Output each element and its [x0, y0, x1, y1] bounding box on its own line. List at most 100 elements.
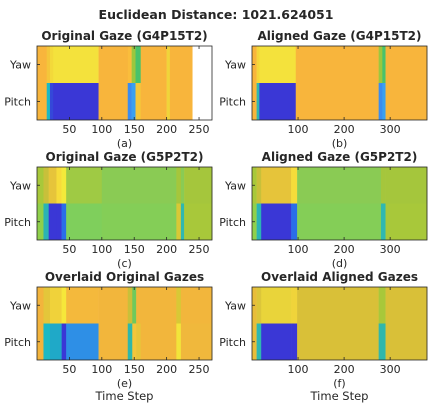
x-tick-label: 100: [288, 123, 309, 136]
axes-frame: [36, 166, 213, 241]
panel-caption: (f): [333, 377, 345, 390]
heatmap-cell-pitch: [127, 83, 132, 120]
heatmap-panel: Original Gaze (G5P2T2) Yaw Pitch 50 100 150 20…: [4, 150, 213, 270]
heatmap-cell-pitch: [192, 83, 213, 120]
heatmap-cell-yaw: [37, 167, 44, 204]
x-tick-label: 200: [156, 123, 177, 136]
x-tick-label: 150: [124, 123, 145, 136]
axes-frame: [251, 286, 428, 361]
x-tick-label: 100: [91, 363, 112, 376]
heatmap-cell-yaw: [66, 287, 99, 324]
heatmap-cell-pitch: [127, 323, 133, 360]
heatmap-cell-pitch: [61, 203, 67, 240]
panel-caption: (e): [117, 377, 132, 390]
axes-frame: [36, 286, 213, 361]
heatmap-panel: Overlaid Original Gazes Yaw Pitch 50 100 150 2…: [4, 270, 213, 403]
x-axis-label: Time Step: [310, 389, 369, 403]
heatmap-cell-yaw: [46, 46, 51, 83]
heatmap-cell-yaw: [61, 287, 67, 324]
heatmap-cell-pitch: [291, 323, 298, 360]
y-tick-label: Yaw: [224, 179, 246, 192]
heatmap-cell-yaw: [37, 46, 48, 83]
heatmap-cell-yaw: [140, 287, 177, 324]
heatmap-cell-yaw: [385, 167, 428, 204]
heatmap-cell-pitch: [380, 203, 386, 240]
heatmap-cell-yaw: [61, 167, 67, 204]
heatmap-cell-yaw: [184, 167, 213, 204]
figure-title: Euclidean Distance: 1021.624051: [99, 7, 334, 22]
heatmap-cell-yaw: [256, 287, 262, 324]
heatmap-cell-pitch: [256, 83, 260, 120]
heatmap-cell-pitch: [101, 203, 177, 240]
panel-title: Aligned Gaze (G5P2T2): [262, 150, 418, 164]
x-tick-label: 300: [380, 243, 401, 256]
heatmap-cell-pitch: [180, 203, 185, 240]
heatmap-cell-yaw: [43, 167, 49, 204]
heatmap-cell-pitch: [169, 83, 193, 120]
heatmap-cell-yaw: [48, 167, 57, 204]
heatmap-panel: Aligned Gaze (G5P2T2) Yaw Pitch 100 200 300 (d…: [219, 150, 428, 270]
y-tick-label: Yaw: [224, 299, 246, 312]
panel-title: Aligned Gaze (G4P15T2): [258, 29, 422, 43]
heatmap-cell-yaw: [382, 46, 386, 83]
heatmap-cell-pitch: [166, 83, 171, 120]
heatmap-cell-yaw: [136, 287, 142, 324]
heatmap-cell-pitch: [66, 323, 99, 360]
heatmap-cell-yaw: [295, 46, 379, 83]
x-tick-label: 300: [380, 123, 401, 136]
heatmap-cell-pitch: [49, 323, 62, 360]
heatmap-cell-yaw: [101, 167, 177, 204]
heatmap-cell-yaw: [49, 287, 62, 324]
y-tick-label: Yaw: [9, 299, 31, 312]
heatmap-cell-pitch: [259, 83, 297, 120]
heatmap-cell-pitch: [256, 203, 262, 240]
x-tick-label: 200: [334, 243, 355, 256]
heatmap-cell-yaw: [259, 46, 297, 83]
heatmap-cell-yaw: [180, 167, 185, 204]
x-tick-label: 150: [124, 243, 145, 256]
panel-caption: (d): [332, 257, 348, 270]
heatmap-cell-yaw: [98, 287, 129, 324]
heatmap-cell-pitch: [61, 323, 67, 360]
heatmap-cell-pitch: [98, 83, 129, 120]
heatmap-cell-pitch: [53, 83, 99, 120]
x-tick-label: 100: [288, 363, 309, 376]
panel-title: Overlaid Original Gazes: [45, 270, 204, 284]
heatmap-cell-pitch: [56, 203, 62, 240]
heatmap-cell-yaw: [261, 287, 292, 324]
heatmap-panel: Overlaid Aligned Gazes Yaw Pitch 100 200 300 (…: [219, 270, 428, 403]
x-tick-label: 50: [62, 363, 76, 376]
axes-frame: [251, 45, 428, 121]
heatmap-cell-yaw: [256, 167, 262, 204]
heatmap-cell-pitch: [385, 203, 428, 240]
heatmap-cell-yaw: [192, 46, 213, 83]
heatmap-cell-pitch: [261, 323, 292, 360]
heatmap-cell-pitch: [382, 83, 386, 120]
heatmap-cell-yaw: [385, 46, 428, 83]
heatmap-cell-pitch: [98, 323, 129, 360]
heatmap-cell-yaw: [53, 46, 99, 83]
heatmap-cell-yaw: [176, 167, 182, 204]
y-tick-label: Pitch: [4, 336, 31, 349]
heatmap-cell-yaw: [140, 46, 167, 83]
heatmap-panel: Aligned Gaze (G4P15T2) Yaw Pitch 100 200 300 (…: [219, 29, 428, 150]
heatmap-cell-yaw: [127, 46, 132, 83]
heatmap-cell-yaw: [43, 287, 51, 324]
y-tick-label: Yaw: [9, 179, 31, 192]
heatmap-cell-pitch: [66, 203, 103, 240]
heatmap-cell-yaw: [56, 167, 62, 204]
heatmap-cell-yaw: [66, 167, 103, 204]
heatmap-cell-pitch: [261, 203, 292, 240]
heatmap-cell-yaw: [256, 46, 260, 83]
heatmap-cell-yaw: [135, 46, 142, 83]
heatmap-cell-pitch: [176, 203, 182, 240]
axes-frame: [251, 166, 428, 241]
heatmap-cell-pitch: [132, 323, 137, 360]
heatmap-cell-yaw: [131, 46, 136, 83]
x-tick-label: 200: [334, 123, 355, 136]
heatmap-cell-pitch: [297, 323, 379, 360]
heatmap-cell-yaw: [166, 46, 171, 83]
heatmap-cell-pitch: [256, 323, 262, 360]
heatmap-cell-yaw: [180, 287, 213, 324]
